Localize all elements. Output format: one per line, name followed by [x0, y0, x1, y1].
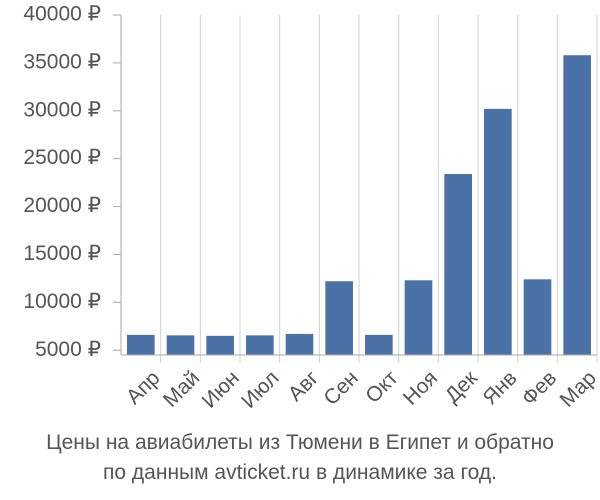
- bar-11: [523, 279, 552, 355]
- bar-8: [404, 280, 433, 355]
- x-tick-label: Июл: [237, 366, 283, 412]
- y-tick-label: 5000 ₽: [35, 338, 101, 361]
- x-tick-label: Сен: [319, 366, 362, 409]
- bar-12: [563, 55, 591, 356]
- y-tick-label: 35000 ₽: [23, 50, 101, 73]
- x-tick-label: Апр: [122, 366, 164, 408]
- x-tick-label: Янв: [478, 366, 521, 409]
- y-tick-label: 20000 ₽: [23, 194, 101, 217]
- bar-4: [246, 335, 274, 355]
- x-tick-label: Авг: [284, 366, 324, 406]
- x-tick-label: Июн: [198, 366, 244, 412]
- bar-10: [484, 108, 512, 355]
- y-tick-label: 40000 ₽: [23, 3, 101, 26]
- bar-1: [127, 334, 155, 355]
- bar-7: [365, 334, 393, 355]
- caption-line-2: по данным avticket.ru в динамике за год.: [103, 461, 497, 484]
- y-tick-label: 15000 ₽: [23, 242, 101, 265]
- bar-2: [166, 335, 195, 355]
- x-tick-label: Дек: [441, 366, 483, 408]
- caption-line-1: Цены на авиабилеты из Тюмени в Египет и …: [46, 431, 554, 454]
- x-tick-label: Мар: [556, 366, 600, 411]
- bar-9: [444, 173, 472, 355]
- y-tick-label: 25000 ₽: [23, 146, 101, 169]
- x-tick-label: Фев: [518, 366, 562, 410]
- y-tick-label: 10000 ₽: [23, 290, 101, 313]
- x-tick-label: Окт: [361, 366, 403, 408]
- price-bar-chart: 5000 ₽ 10000 ₽ 15000 ₽ 20000 ₽ 25000 ₽ 30000 …: [23, 3, 600, 413]
- bar-5: [285, 333, 314, 355]
- chart-caption: Цены на авиабилеты из Тюмени в Египет и …: [0, 428, 600, 488]
- x-tick-label: Май: [159, 366, 204, 411]
- y-tick-label: 30000 ₽: [23, 98, 101, 121]
- bar-6: [325, 281, 353, 355]
- x-tick-label: Ноя: [399, 366, 442, 409]
- bar-3: [206, 335, 234, 355]
